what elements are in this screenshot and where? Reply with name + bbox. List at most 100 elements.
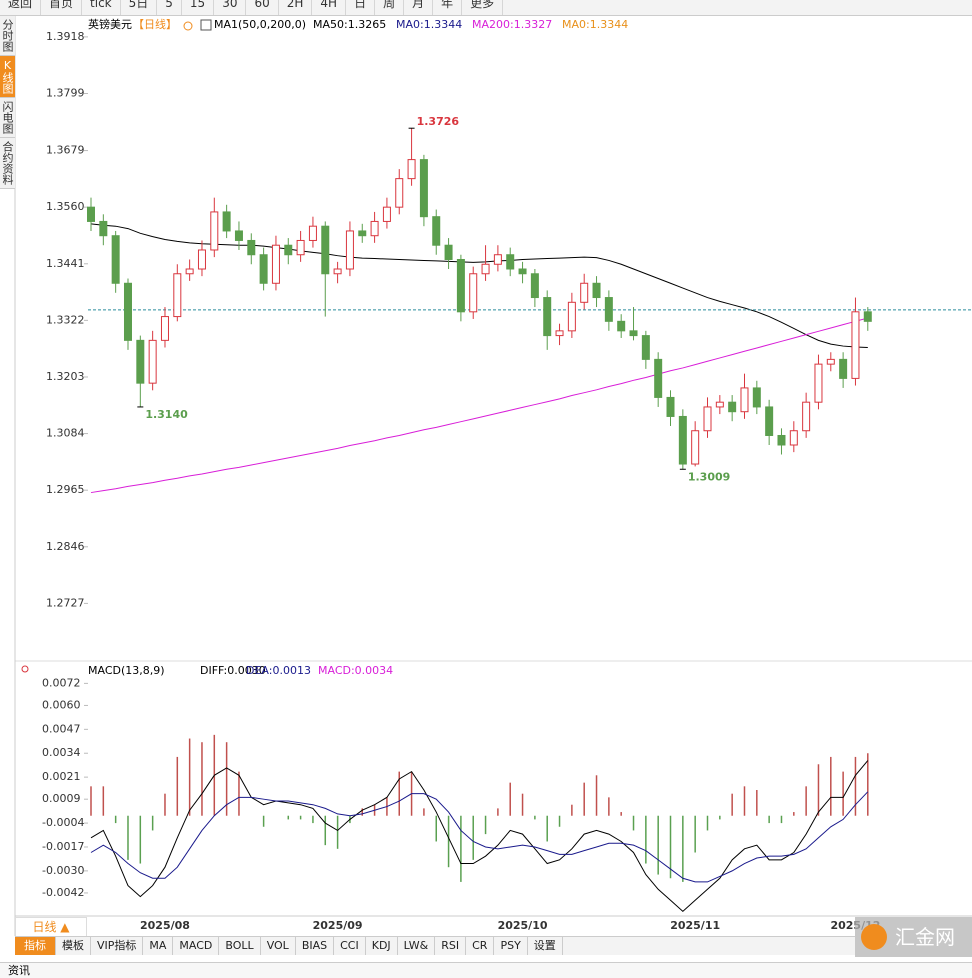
toolbar-button[interactable]: 2H [279,0,313,15]
candle-body [752,387,761,408]
candle-body [308,225,317,241]
toolbar-button[interactable]: 60 [246,0,279,15]
indicator-tab[interactable]: 模板 [56,937,91,955]
legend-item: MA200:1.3327 [472,18,552,31]
legend-item: MA50:1.3265 [313,18,386,31]
ma-icon[interactable] [200,19,212,31]
indicator-tab[interactable]: LW& [398,937,436,955]
y-tick-label: 1.3560 [46,200,85,213]
indicator-tab[interactable]: 设置 [528,937,563,955]
toolbar-button[interactable]: 30 [214,0,247,15]
candle-body [111,235,120,284]
candle-body [160,316,169,341]
toolbar-button[interactable]: 月 [404,0,434,15]
candle-body [432,216,441,246]
indicator-tab[interactable]: RSI [435,937,467,955]
candle-body [136,339,145,384]
indicator-tab[interactable]: MACD [173,937,220,955]
y-tick-label: 0.0034 [42,746,81,759]
candle-body [567,301,576,332]
period-selector[interactable]: 日线 ▲ [15,917,87,937]
indicator-tab[interactable]: 指标 [15,937,56,955]
y-tick-label: -0.0004 [42,816,84,829]
side-tab[interactable]: K线图 [0,56,15,98]
extreme-label: 1.3140 [145,408,188,421]
indicator-tab[interactable]: MA [143,937,174,955]
candle-body [395,178,404,208]
settings-icon[interactable] [183,21,193,31]
indicator-tab[interactable]: BIAS [296,937,335,955]
candle-body [493,254,502,265]
indicator-tab[interactable]: VOL [261,937,296,955]
candle-body [863,311,872,322]
candle-body [703,406,712,432]
side-tab[interactable]: 合约资料 [0,138,15,189]
toolbar-button[interactable]: 15 [182,0,215,15]
toolbar-button[interactable]: 周 [375,0,405,15]
candle-body [444,244,453,260]
macd-line [90,791,869,883]
toolbar-button[interactable]: 5 [157,0,182,15]
candle-body [691,430,700,465]
y-tick-label: -0.0030 [42,864,84,877]
candle-body [222,211,231,232]
indicator-tab[interactable]: PSY [494,937,528,955]
candle-body [530,273,539,299]
candle-body [358,230,367,237]
y-tick-label: 0.0060 [42,698,81,711]
toolbar-button[interactable]: 4H [312,0,347,15]
candle-body [666,396,675,417]
candle-body [87,206,95,222]
candle-body [210,211,219,251]
extreme-label: 1.3726 [417,115,460,128]
toolbar-button[interactable]: 年 [433,0,463,15]
legend-item: DEA:0.0013 [246,664,311,677]
candle-body [789,430,798,446]
indicator-tab[interactable]: BOLL [219,937,261,955]
toolbar-button[interactable]: 更多 [462,0,504,15]
toolbar-button[interactable]: 5日 [121,0,158,15]
watermark-text: 汇金网 [895,925,955,949]
candle-body [629,330,638,337]
period-label: 【日线】 [133,17,177,31]
side-tab[interactable]: 分时图 [0,16,15,56]
macd-settings-icon[interactable] [21,665,29,673]
candle-body [99,220,108,237]
indicator-tab[interactable]: VIP指标 [91,937,144,955]
indicator-tab[interactable]: CCI [334,937,366,955]
candle-body [543,297,552,337]
watermark-logo [861,924,887,950]
macd-line [90,760,869,912]
x-tick-label: 2025/10 [498,919,548,932]
legend-item: MA1(50,0,200,0) [214,18,306,31]
toolbar-button[interactable]: 返回 [0,0,42,15]
indicator-tab[interactable]: KDJ [366,937,398,955]
y-tick-label: 0.0021 [42,770,81,783]
indicator-tab[interactable]: CR [466,937,495,955]
y-tick-label: 1.3441 [46,257,85,270]
y-tick-label: 1.3799 [46,86,85,99]
toolbar-button[interactable]: 日 [346,0,376,15]
candle-body [123,282,132,341]
candle-body [345,230,354,270]
candle-body [641,335,650,360]
candle-body [333,268,342,275]
extreme-label: 1.3009 [688,470,730,483]
side-tab[interactable]: 闪电图 [0,98,15,138]
x-tick-label: 2025/09 [313,919,363,932]
candle-body [234,230,243,241]
indicator-tabs: 指标 模板 VIP指标 MA MACD BOLL VOL BIAS CCI KDJ LW& RSI CR… [15,936,855,955]
toolbar-button[interactable]: tick [82,0,121,15]
toolbar: 返回 首页 tick 5日 5 15 30 60 2H 4H 日周月年更多 [0,0,972,16]
news-tab[interactable]: 资讯 [0,962,972,978]
candle-body [469,273,478,313]
candle-body [197,249,206,270]
candle-body [740,387,749,413]
candle-body [481,263,490,275]
toolbar-button[interactable]: 首页 [41,0,83,15]
candle-body [407,159,416,180]
x-tick-label: 2025/08 [140,919,190,932]
y-tick-label: 1.2846 [46,540,85,553]
